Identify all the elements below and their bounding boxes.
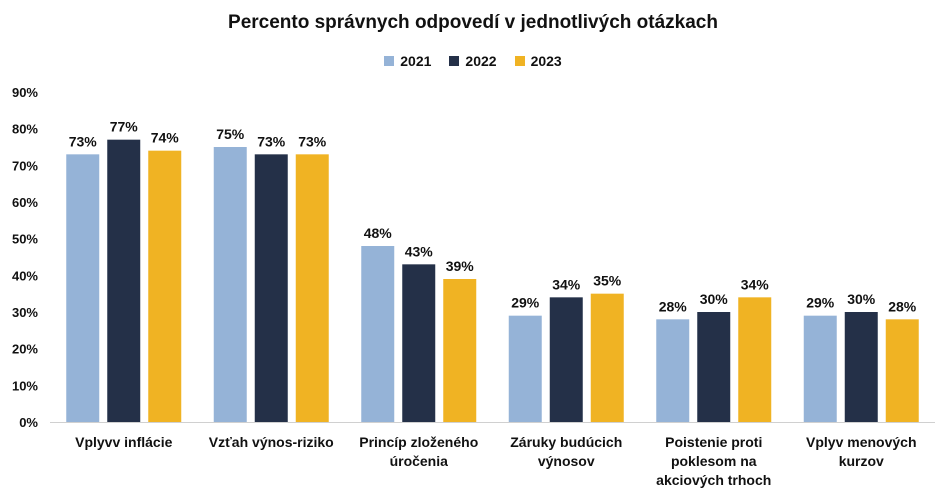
data-label: 30% — [847, 291, 876, 307]
data-label: 75% — [216, 126, 245, 142]
bar-2023 — [295, 154, 329, 423]
legend-swatch-2022 — [449, 56, 460, 66]
y-tick-label: 90% — [12, 85, 38, 100]
bar-2021 — [508, 315, 542, 422]
data-label: 74% — [151, 130, 180, 146]
y-tick-label: 40% — [12, 268, 38, 283]
data-label: 34% — [741, 276, 770, 292]
bar-2022 — [549, 297, 583, 422]
data-label: 73% — [257, 133, 286, 149]
bar-2023 — [148, 150, 182, 422]
bar-2021 — [213, 147, 247, 422]
data-label: 73% — [298, 133, 327, 149]
bar-2021 — [656, 319, 690, 422]
category-label: kurzov — [839, 453, 884, 469]
data-label: 28% — [659, 298, 688, 314]
y-tick-label: 60% — [12, 195, 38, 210]
data-label: 43% — [405, 243, 434, 259]
y-tick-label: 30% — [12, 305, 38, 320]
chart-title: Percento správnych odpovedí v jednotlivý… — [228, 12, 718, 33]
y-tick-label: 20% — [12, 342, 38, 357]
category-label: Vzťah výnos-riziko — [209, 434, 334, 450]
category-label: Vplyv menových — [806, 434, 917, 450]
bar-2022 — [844, 312, 878, 422]
data-label: 30% — [700, 291, 729, 307]
y-tick-label: 80% — [12, 122, 38, 137]
bar-2023 — [885, 319, 919, 422]
legend-label-2022: 2022 — [465, 53, 497, 69]
category-label: Poistenie proti — [665, 434, 762, 450]
legend-item-2023: 2023 — [514, 53, 562, 69]
legend-item-2022: 2022 — [449, 53, 497, 69]
category-label: úročenia — [390, 453, 449, 469]
bar-2021 — [361, 246, 395, 422]
category-label: poklesom na — [671, 453, 757, 469]
legend-swatch-2023 — [514, 56, 525, 66]
legend-label-2023: 2023 — [530, 53, 562, 69]
data-label: 77% — [110, 119, 139, 135]
data-label: 29% — [511, 295, 540, 311]
bar-2023 — [590, 293, 624, 422]
y-tick-label: 0% — [19, 415, 38, 430]
legend-item-2021: 2021 — [384, 53, 431, 69]
y-tick-label: 70% — [12, 158, 38, 173]
category-label: Záruky budúcich — [510, 434, 622, 450]
data-label: 73% — [69, 133, 98, 149]
bar-2022 — [107, 139, 141, 422]
data-label: 39% — [446, 258, 475, 274]
data-label: 28% — [888, 298, 917, 314]
category-label: Princíp zloženého — [359, 434, 478, 450]
bar-2022 — [254, 154, 288, 423]
legend: 2021 2022 2023 — [0, 53, 946, 69]
data-label: 29% — [806, 295, 835, 311]
bar-2021 — [803, 315, 837, 422]
bar-2022 — [402, 264, 436, 422]
y-tick-label: 10% — [12, 378, 38, 393]
y-tick-label: 50% — [12, 232, 38, 247]
data-label: 48% — [364, 225, 393, 241]
legend-label-2021: 2021 — [400, 53, 432, 69]
data-label: 35% — [593, 273, 622, 289]
bar-2023 — [738, 297, 772, 422]
bar-2022 — [697, 312, 731, 422]
category-label: výnosov — [538, 453, 595, 469]
bar-2021 — [66, 154, 100, 423]
category-label: akciových trhoch — [656, 472, 771, 488]
bar-2023 — [443, 279, 477, 422]
category-label: Vplyvv inflácie — [75, 434, 172, 450]
legend-swatch-2021 — [384, 56, 395, 66]
data-label: 34% — [552, 276, 581, 292]
